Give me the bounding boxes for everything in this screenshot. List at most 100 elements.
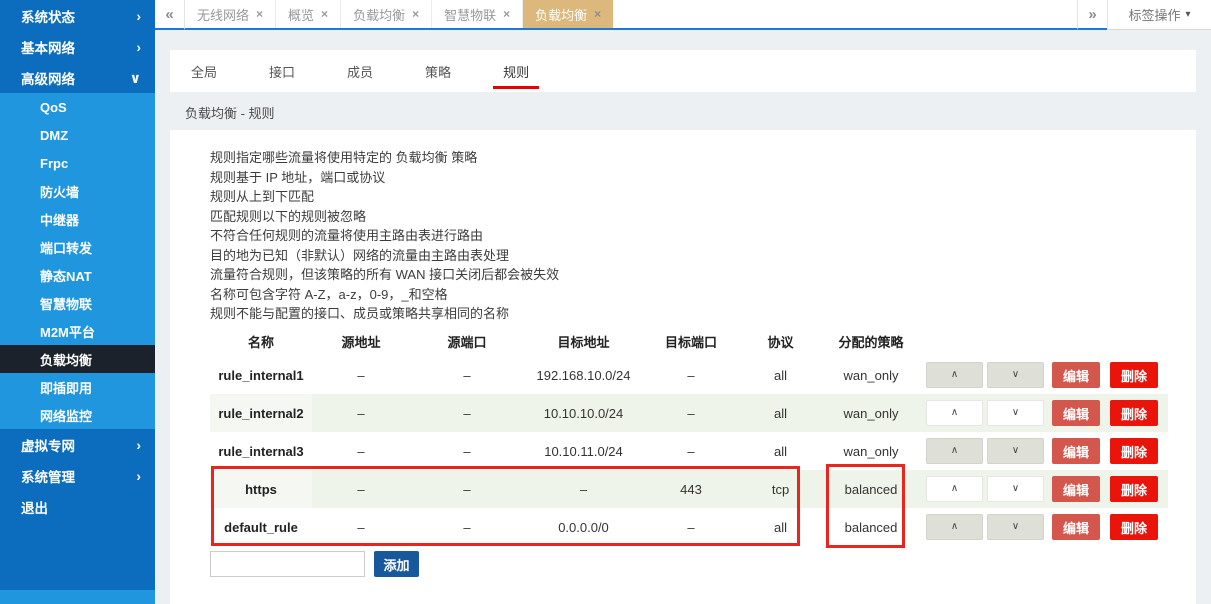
sidebar-item[interactable]: 基本网络 › (0, 31, 155, 62)
sidebar-item-label: 端口转发 (40, 240, 93, 256)
breadcrumb: 负载均衡 - 规则 (185, 106, 275, 121)
section-tab-label: 成员 (347, 64, 374, 80)
edit-button[interactable]: 编辑 (1052, 362, 1100, 388)
close-icon[interactable]: × (594, 7, 602, 21)
move-down-button[interactable]: ∨ (987, 476, 1044, 502)
move-up-button[interactable]: ∧ (926, 400, 983, 426)
move-up-button[interactable]: ∧ (926, 476, 983, 502)
move-down-button[interactable]: ∨ (987, 400, 1044, 426)
description-line: 规则不能与配置的接口、成员或策略共享相同的名称 (210, 306, 510, 321)
page-tab[interactable]: 无线网络 × (185, 0, 277, 28)
description-line: 不符合任何规则的流量将使用主路由表进行路由 (210, 228, 484, 243)
tabbar-spacer (613, 0, 1077, 30)
tab-actions-dropdown[interactable]: 标签操作 ▾ (1107, 0, 1211, 30)
chevron-icon: › (136, 7, 141, 24)
sidebar-item-label: 静态NAT (40, 268, 92, 284)
table-row: https – – – 443 tcp balanced ∧ ∨ 编辑 删除 (210, 470, 1168, 508)
close-icon[interactable]: × (412, 7, 420, 21)
close-icon[interactable]: × (503, 7, 511, 21)
delete-button[interactable]: 删除 (1110, 362, 1158, 388)
column-header: 分配的策略 (838, 334, 904, 350)
open-tabs: 无线网络 × 概览 × 负载均衡 × 智慧物联 × 负载均衡 × (185, 0, 614, 30)
section-tab[interactable]: 策略 (419, 50, 457, 92)
delete-button[interactable]: 删除 (1110, 438, 1158, 464)
move-down-button[interactable]: ∨ (987, 438, 1044, 464)
sidebar-item-label: 虚拟专网 (21, 438, 75, 454)
sidebar-item[interactable]: 即插即用 (0, 373, 155, 401)
cell-name: default_rule (224, 519, 298, 535)
cell-protocol: tcp (771, 481, 790, 497)
sidebar-item-label: M2M平台 (40, 324, 95, 340)
sidebar-item[interactable]: 静态NAT (0, 261, 155, 289)
close-icon[interactable]: × (321, 7, 329, 21)
add-rule-row: 添加 (210, 551, 419, 577)
page-tab-label: 概览 (288, 7, 315, 23)
row-actions: ∧ ∨ 编辑 删除 (920, 400, 1168, 426)
section-tab[interactable]: 成员 (341, 50, 379, 92)
edit-button[interactable]: 编辑 (1052, 514, 1100, 540)
delete-button[interactable]: 删除 (1110, 476, 1158, 502)
sidebar-item[interactable]: 虚拟专网 › (0, 429, 155, 460)
sidebar-item[interactable]: 中继器 (0, 205, 155, 233)
cell-protocol: all (773, 519, 787, 535)
page-tab-label: 无线网络 (197, 7, 250, 23)
section-tab[interactable]: 全局 (185, 50, 223, 92)
tabs-scroll-left-icon[interactable]: « (155, 0, 185, 30)
delete-button[interactable]: 删除 (1110, 400, 1158, 426)
chevron-icon: ∨ (129, 69, 141, 86)
sidebar-item[interactable]: 退出 (0, 491, 155, 522)
page-tab[interactable]: 智慧物联 × (432, 0, 524, 28)
edit-button[interactable]: 编辑 (1052, 438, 1100, 464)
move-down-button[interactable]: ∨ (987, 514, 1044, 540)
add-button[interactable]: 添加 (374, 551, 419, 577)
sidebar-item[interactable]: 高级网络 ∨ (0, 62, 155, 93)
section-tab-label: 全局 (191, 64, 218, 80)
sidebar-item[interactable]: 智慧物联 (0, 289, 155, 317)
sidebar-item-label: 网络监控 (40, 408, 93, 424)
tabs-scroll-right-icon[interactable]: » (1077, 0, 1107, 30)
page-tab[interactable]: 负载均衡 × (341, 0, 433, 28)
sidebar-item[interactable]: 端口转发 (0, 233, 155, 261)
column-header: 目标地址 (557, 334, 610, 350)
cell-name: rule_internal1 (218, 367, 304, 383)
cell-destination-port: – (687, 443, 695, 459)
section-tab[interactable]: 规则 (493, 50, 540, 92)
section-tab-label: 规则 (503, 64, 530, 80)
section-tabs: 全局 接口 成员 策略 规则 (170, 50, 1196, 92)
cell-destination-address: – (579, 481, 588, 497)
sidebar-item[interactable]: 负载均衡 (0, 345, 155, 373)
edit-button[interactable]: 编辑 (1052, 400, 1100, 426)
sidebar-item[interactable]: Frpc (0, 149, 155, 177)
sidebar: 系统状态 › 基本网络 › 高级网络 ∨ QoS DMZ (0, 0, 155, 604)
column-header: 源地址 (341, 334, 381, 350)
move-up-button[interactable]: ∧ (926, 438, 983, 464)
cell-destination-address: 192.168.10.0/24 (536, 367, 631, 383)
cell-protocol: all (773, 367, 787, 383)
move-up-button[interactable]: ∧ (926, 362, 983, 388)
sidebar-item[interactable]: 防火墙 (0, 177, 155, 205)
delete-button[interactable]: 删除 (1110, 514, 1158, 540)
move-up-button[interactable]: ∧ (926, 514, 983, 540)
rules-description: 规则指定哪些流量将使用特定的 负载均衡 策略 规则基于 IP 地址，端口或协议 … (210, 148, 559, 324)
row-actions: ∧ ∨ 编辑 删除 (920, 514, 1168, 540)
sidebar-item[interactable]: DMZ (0, 121, 155, 149)
rules-table: 名称 源地址 源端口 目标地址 目标端口 协议 分配的策略 rule_inter… (210, 326, 1168, 546)
new-rule-name-input[interactable] (210, 551, 365, 577)
edit-button[interactable]: 编辑 (1052, 476, 1100, 502)
sidebar-item[interactable]: M2M平台 (0, 317, 155, 345)
sidebar-item[interactable]: 网络监控 (0, 401, 155, 429)
cell-source-port: – (463, 367, 471, 383)
move-down-button[interactable]: ∨ (987, 362, 1044, 388)
chevron-icon: › (136, 38, 141, 55)
close-icon[interactable]: × (256, 7, 264, 21)
sidebar-item[interactable]: QoS (0, 93, 155, 121)
page-tab[interactable]: 负载均衡 × (523, 0, 614, 28)
row-actions: ∧ ∨ 编辑 删除 (920, 362, 1168, 388)
sidebar-item[interactable]: 系统状态 › (0, 0, 155, 31)
table-row: rule_internal2 – – 10.10.10.0/24 – all w… (210, 394, 1168, 432)
page-tab[interactable]: 概览 × (276, 0, 342, 28)
sidebar-item-label: 退出 (21, 500, 48, 516)
section-tab[interactable]: 接口 (263, 50, 301, 92)
table-row: rule_internal3 – – 10.10.11.0/24 – all w… (210, 432, 1168, 470)
sidebar-item[interactable]: 系统管理 › (0, 460, 155, 491)
